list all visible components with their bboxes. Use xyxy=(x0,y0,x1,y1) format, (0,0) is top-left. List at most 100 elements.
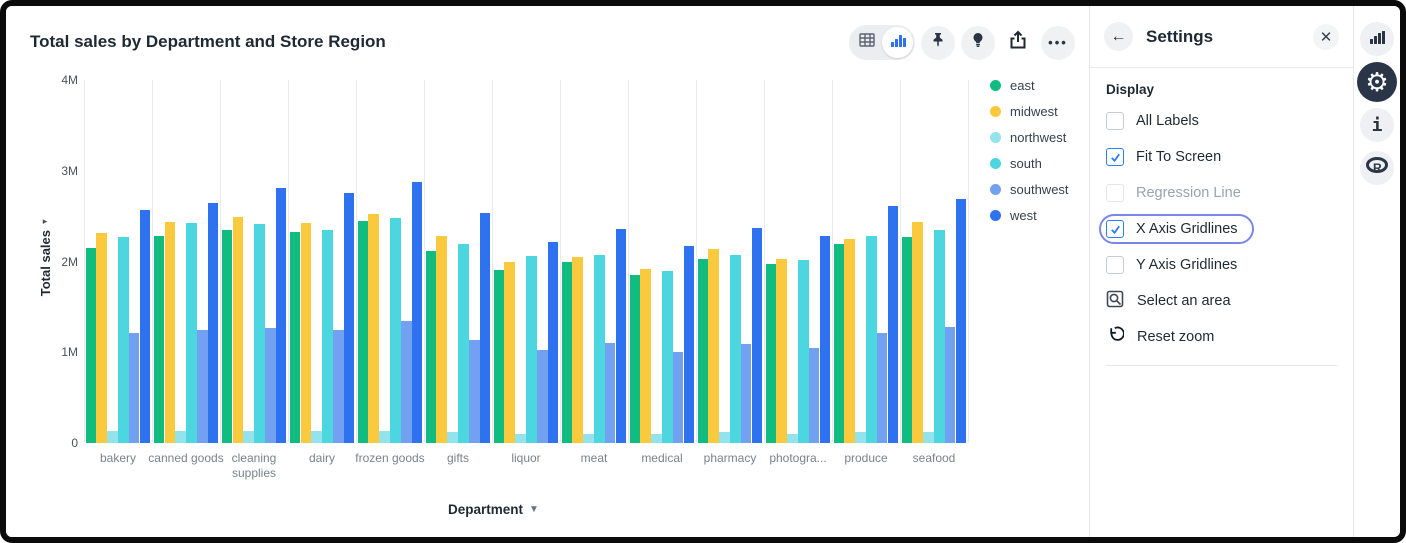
rail-settings-button[interactable]: ⚙ xyxy=(1357,62,1397,102)
bar-south-medical[interactable] xyxy=(662,270,673,443)
insights-button[interactable] xyxy=(961,25,995,60)
bar-southwest-frozen-goods[interactable] xyxy=(401,320,412,443)
bar-southwest-bakery[interactable] xyxy=(129,333,140,443)
bar-midwest-canned-goods[interactable] xyxy=(164,221,175,443)
close-button[interactable]: ✕ xyxy=(1313,23,1339,50)
bar-south-pharmacy[interactable] xyxy=(730,255,741,443)
bar-west-cleaning-supplies[interactable] xyxy=(276,188,287,443)
checkbox-y-axis-gridlines[interactable]: Y Axis Gridlines xyxy=(1090,247,1353,283)
bar-west-photogra---[interactable] xyxy=(820,236,831,443)
bar-northwest-medical[interactable] xyxy=(651,433,662,443)
bar-southwest-dairy[interactable] xyxy=(333,329,344,443)
bar-east-cleaning-supplies[interactable] xyxy=(221,229,232,443)
share-button[interactable] xyxy=(1001,26,1035,60)
bar-south-frozen-goods[interactable] xyxy=(390,217,401,443)
bar-west-liquor[interactable] xyxy=(548,242,559,443)
bar-northwest-cleaning-supplies[interactable] xyxy=(243,431,254,443)
bar-west-gifts[interactable] xyxy=(480,213,491,443)
bar-northwest-produce[interactable] xyxy=(855,432,866,443)
bar-southwest-produce[interactable] xyxy=(877,333,888,443)
bar-south-meat[interactable] xyxy=(594,255,605,443)
bar-east-photogra---[interactable] xyxy=(765,264,776,443)
bar-east-meat[interactable] xyxy=(561,261,572,443)
bar-west-canned-goods[interactable] xyxy=(208,202,219,443)
bar-west-dairy[interactable] xyxy=(344,193,355,443)
bar-east-liquor[interactable] xyxy=(493,269,504,443)
bar-midwest-photogra---[interactable] xyxy=(776,258,787,443)
legend-item-east[interactable]: east xyxy=(990,78,1069,93)
bar-midwest-pharmacy[interactable] xyxy=(708,248,719,443)
legend-item-southwest[interactable]: southwest xyxy=(990,182,1069,197)
reset-zoom-action[interactable]: Reset zoom xyxy=(1090,319,1353,355)
bar-east-bakery[interactable] xyxy=(85,247,96,443)
bar-west-medical[interactable] xyxy=(684,246,695,443)
bar-east-dairy[interactable] xyxy=(289,231,300,443)
bar-northwest-dairy[interactable] xyxy=(311,431,322,443)
bar-south-gifts[interactable] xyxy=(458,244,469,443)
more-options-button[interactable]: ••• xyxy=(1041,25,1075,60)
bar-south-dairy[interactable] xyxy=(322,229,333,443)
bar-west-pharmacy[interactable] xyxy=(752,227,763,443)
checkbox-fit-to-screen[interactable]: Fit To Screen xyxy=(1090,139,1353,175)
bar-southwest-canned-goods[interactable] xyxy=(197,329,208,443)
bar-south-seafood[interactable] xyxy=(934,229,945,443)
x-axis-title[interactable]: Department ▼ xyxy=(448,502,539,517)
pin-button[interactable] xyxy=(921,25,955,60)
bar-west-meat[interactable] xyxy=(616,228,627,443)
bar-midwest-produce[interactable] xyxy=(844,238,855,443)
bar-east-medical[interactable] xyxy=(629,275,640,443)
table-view-button[interactable] xyxy=(851,27,882,58)
bar-northwest-canned-goods[interactable] xyxy=(175,431,186,443)
bar-south-cleaning-supplies[interactable] xyxy=(254,224,265,443)
checkbox-x-axis-gridlines[interactable]: X Axis Gridlines xyxy=(1090,211,1353,247)
bar-northwest-photogra---[interactable] xyxy=(787,433,798,443)
chart-view-button[interactable] xyxy=(882,27,913,58)
legend-item-west[interactable]: west xyxy=(990,208,1069,223)
bar-south-canned-goods[interactable] xyxy=(186,222,197,443)
bar-northwest-bakery[interactable] xyxy=(107,431,118,443)
bar-northwest-liquor[interactable] xyxy=(515,433,526,443)
bar-northwest-seafood[interactable] xyxy=(923,432,934,443)
bar-midwest-dairy[interactable] xyxy=(300,223,311,443)
bar-midwest-seafood[interactable] xyxy=(912,221,923,443)
bar-midwest-frozen-goods[interactable] xyxy=(368,214,379,443)
bar-southwest-pharmacy[interactable] xyxy=(741,344,752,443)
bar-south-produce[interactable] xyxy=(866,236,877,443)
legend-item-northwest[interactable]: northwest xyxy=(990,130,1069,145)
checkbox-all-labels[interactable]: All Labels xyxy=(1090,103,1353,139)
legend-item-south[interactable]: south xyxy=(990,156,1069,171)
bar-midwest-bakery[interactable] xyxy=(96,232,107,443)
bar-west-bakery[interactable] xyxy=(140,209,151,443)
y-axis-title[interactable]: ▸ Total sales xyxy=(37,216,53,297)
bar-east-gifts[interactable] xyxy=(425,250,436,443)
bar-southwest-liquor[interactable] xyxy=(537,349,548,443)
back-button[interactable]: ← xyxy=(1104,22,1133,51)
bar-southwest-seafood[interactable] xyxy=(945,326,956,443)
bar-east-canned-goods[interactable] xyxy=(153,236,164,443)
bar-east-seafood[interactable] xyxy=(901,237,912,443)
bar-south-liquor[interactable] xyxy=(526,256,537,443)
bar-west-seafood[interactable] xyxy=(956,198,967,443)
bar-west-produce[interactable] xyxy=(888,206,899,443)
bar-south-photogra---[interactable] xyxy=(798,259,809,443)
bar-south-bakery[interactable] xyxy=(118,237,129,443)
bar-northwest-meat[interactable] xyxy=(583,433,594,443)
bar-northwest-gifts[interactable] xyxy=(447,432,458,443)
bar-midwest-cleaning-supplies[interactable] xyxy=(232,217,243,443)
bar-east-pharmacy[interactable] xyxy=(697,258,708,443)
bar-east-frozen-goods[interactable] xyxy=(357,220,368,443)
bar-southwest-photogra---[interactable] xyxy=(809,347,820,443)
legend-item-midwest[interactable]: midwest xyxy=(990,104,1069,119)
bar-west-frozen-goods[interactable] xyxy=(412,181,423,443)
bar-southwest-meat[interactable] xyxy=(605,343,616,443)
rail-info-button[interactable]: i xyxy=(1360,108,1394,142)
rail-chart-button[interactable] xyxy=(1360,22,1394,56)
select-area-action[interactable]: Select an area xyxy=(1090,283,1353,319)
bar-northwest-frozen-goods[interactable] xyxy=(379,431,390,443)
bar-southwest-gifts[interactable] xyxy=(469,339,480,443)
bar-southwest-medical[interactable] xyxy=(673,352,684,443)
rail-r-button[interactable]: R xyxy=(1360,151,1394,185)
bar-midwest-gifts[interactable] xyxy=(436,236,447,443)
bar-northwest-pharmacy[interactable] xyxy=(719,432,730,443)
bar-midwest-liquor[interactable] xyxy=(504,261,515,443)
